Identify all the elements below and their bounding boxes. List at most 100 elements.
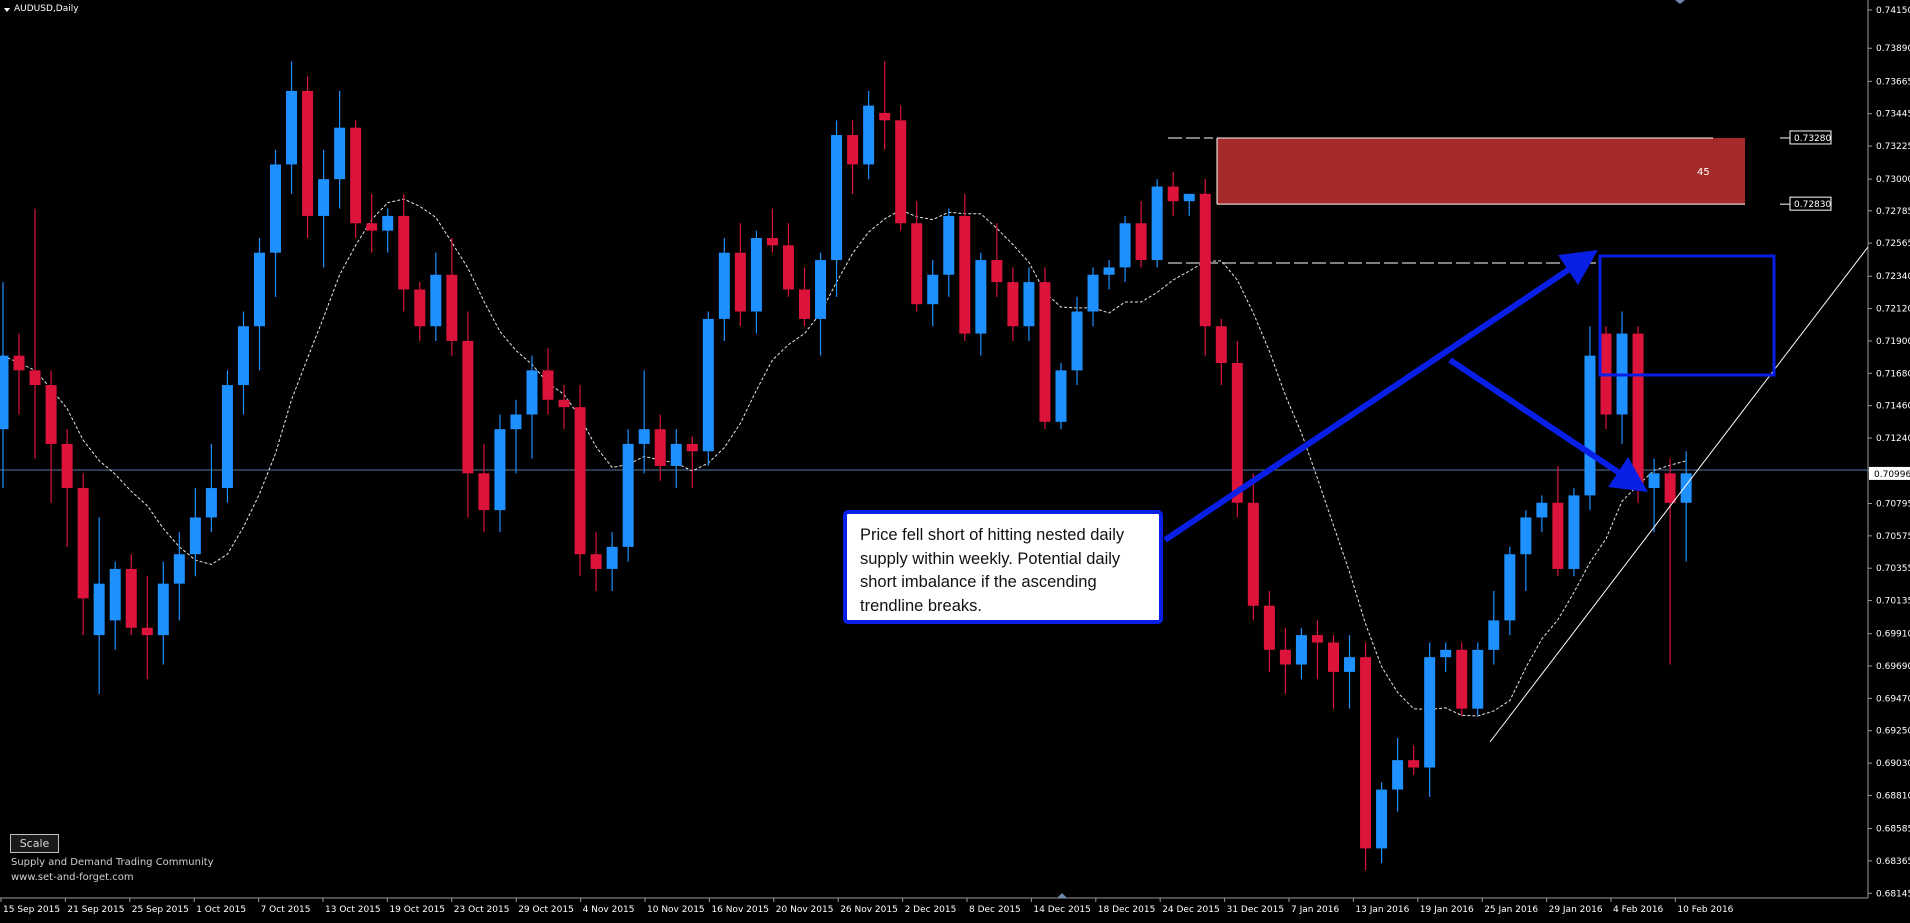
dropdown-triangle-icon[interactable] [4,8,10,12]
candle-body [991,260,1003,283]
y-tick-label: 0.72120 [1876,305,1910,315]
x-tick-label: 7 Jan 2016 [1291,905,1339,915]
candle-body [959,215,971,334]
candle [943,208,955,297]
candle [221,370,233,503]
candle [1536,495,1548,533]
candle [1600,326,1612,430]
scale-button[interactable]: Scale [10,834,59,853]
candle [1408,745,1420,775]
candle [414,282,426,341]
x-tick-label: 7 Oct 2015 [261,905,311,915]
candle [1568,488,1580,577]
candle [1055,363,1067,430]
y-tick-label: 0.71240 [1876,434,1910,444]
candle [799,267,810,327]
candle [622,429,634,562]
candle [334,90,346,209]
x-tick-label: 2 Dec 2015 [905,905,957,915]
y-tick-label: 0.72565 [1876,239,1910,249]
candle-body [911,223,923,305]
candle [157,561,169,665]
candle [782,223,794,297]
candle-body [366,223,378,231]
candle [1039,267,1051,430]
x-tick-label: 29 Jan 2016 [1549,905,1603,915]
candle-body [1344,657,1356,672]
candle-body [1231,363,1243,503]
candle-body [1071,311,1083,371]
candle [93,517,105,694]
candle [1023,267,1035,341]
candle-body [1488,620,1500,650]
zone-count-label: 45 [1697,167,1710,178]
candle [959,193,971,341]
candle [253,237,265,371]
candle-body [189,517,201,555]
candle [77,473,89,636]
x-tick-label: 26 Nov 2015 [840,905,898,915]
candle [1472,642,1484,717]
candle [670,429,682,489]
candle-body [1648,473,1660,489]
candle-body [446,274,458,341]
candle-body [1119,223,1131,268]
candle [1071,296,1083,386]
candle [237,311,249,415]
candle [350,120,362,238]
candle-body [1007,282,1019,327]
candle-body [1039,282,1051,422]
candle-body [670,443,682,466]
candle [1424,642,1436,797]
candle [638,370,650,474]
candle-body [558,399,570,408]
candle-body [943,215,955,275]
candle-body [686,443,698,452]
candle-body [638,429,650,444]
candle-body [1520,517,1532,555]
candle-body [109,568,121,621]
candle-body [318,179,330,216]
zone-price-label: 0.72830 [1794,200,1831,210]
y-tick-label: 0.70135 [1876,597,1910,607]
candle [366,193,378,253]
x-tick-label: 16 Nov 2015 [711,905,769,915]
candle [606,532,618,591]
y-tick-label: 0.69470 [1876,694,1910,704]
candle [1392,738,1404,812]
candle [1664,458,1676,665]
candle [526,355,538,459]
candle-body [141,627,153,636]
drawing-layer [1163,246,1869,743]
candle [189,488,201,577]
candle [895,105,907,231]
candle-body [526,370,538,415]
candle-body [398,215,410,290]
candle [1183,193,1195,216]
candle-body [863,105,875,165]
candle [462,311,474,518]
candle-body [286,90,298,165]
candle [1103,260,1115,290]
candle [1376,782,1388,864]
candle-body [1424,657,1436,768]
candle-body [382,215,394,231]
candle-body [1456,649,1468,709]
candle [1151,179,1163,268]
y-tick-label: 0.73665 [1876,77,1910,87]
candle-body [606,546,618,569]
y-tick-label: 0.74150 [1876,6,1910,16]
x-tick-label: 19 Jan 2016 [1420,905,1474,915]
candle [1680,451,1692,562]
candle-body [350,127,362,224]
candle [1552,465,1564,577]
candle [1135,201,1147,268]
candle-body [462,340,474,474]
candle-body [61,443,73,489]
candle [847,120,859,194]
candle [558,385,570,430]
candle [831,120,843,297]
x-tick-label: 4 Feb 2016 [1613,905,1664,915]
candle [430,252,442,341]
arrow-to-supply [1163,249,1598,543]
